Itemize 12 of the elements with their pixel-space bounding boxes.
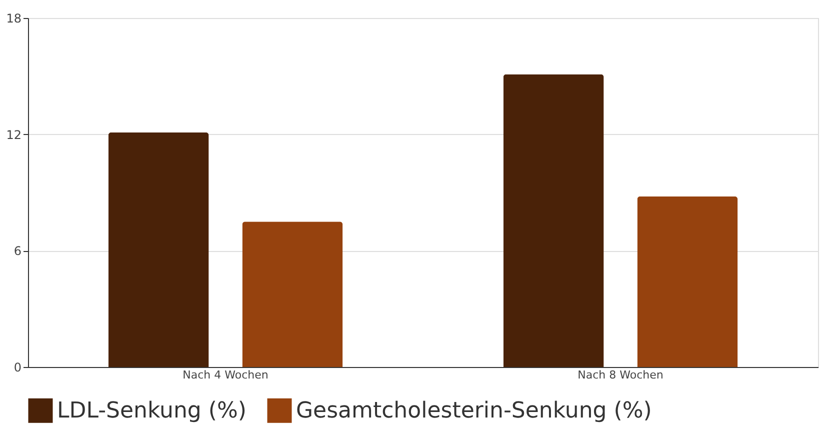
legend-label: Gesamtcholesterin-Senkung (%)	[296, 398, 652, 424]
x-tick-label: Nach 4 Wochen	[182, 368, 268, 382]
legend-label: LDL-Senkung (%)	[57, 398, 246, 424]
bar	[108, 132, 209, 367]
x-tick-label: Nach 8 Wochen	[578, 368, 664, 382]
y-tick-label: 0	[14, 360, 22, 374]
bar	[503, 74, 604, 367]
bar	[242, 222, 343, 367]
y-tick-label: 12	[6, 128, 22, 142]
y-tick-label: 6	[14, 244, 22, 258]
bar	[637, 196, 738, 367]
y-tick-label: 18	[6, 12, 22, 26]
